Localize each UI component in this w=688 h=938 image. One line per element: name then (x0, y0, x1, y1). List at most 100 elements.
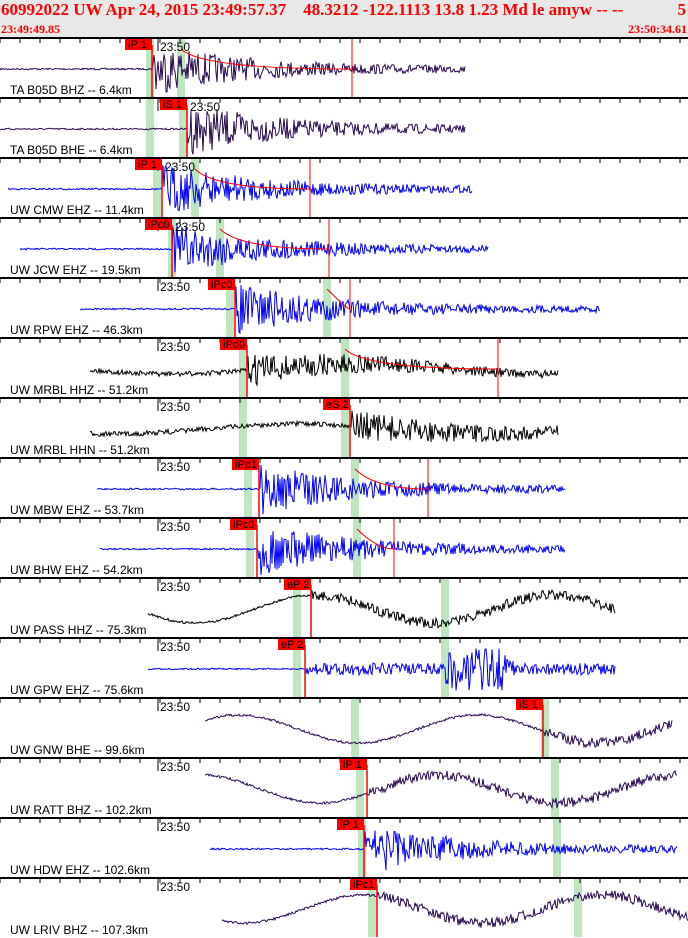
phase-window (146, 38, 154, 97)
coda-fit-curve (354, 468, 429, 490)
coda-fit-curve (344, 348, 499, 370)
pick-label: eP 2 (287, 579, 309, 591)
trace-row[interactable]: eP 2 23:50 UW GPW EHZ -- 75.6km (0, 637, 688, 697)
trace-row[interactable]: iP 1 23:50 UW RATT BHZ -- 102.2km (0, 757, 688, 817)
minute-label: 23:50 (175, 220, 205, 234)
pick-label: iP 1 (138, 159, 157, 171)
phase-window (239, 338, 247, 397)
minute-label: 23:50 (165, 160, 195, 174)
waveform (96, 465, 566, 515)
station-label: UW MBW EHZ -- 53.7km (10, 503, 144, 517)
phase-window (153, 158, 161, 217)
minute-label: 23:50 (160, 700, 190, 714)
pick-label: iP 1 (340, 819, 359, 831)
phase-window (356, 758, 364, 817)
phase-window (216, 218, 224, 277)
pick-label-box[interactable] (516, 699, 543, 710)
pick-label-box[interactable] (230, 519, 257, 530)
phase-window (351, 698, 359, 757)
phase-window (226, 278, 234, 337)
waveform (89, 410, 559, 443)
minute-label: 23:50 (160, 280, 190, 294)
pick-label-box[interactable] (145, 219, 172, 230)
phase-window (239, 398, 247, 457)
waveform (209, 830, 678, 871)
trace-row[interactable]: iP 1 23:50 UW HDW EHZ -- 102.6km (0, 817, 688, 877)
waveform (0, 51, 466, 93)
minute-label: 23:50 (160, 400, 190, 414)
waveform (7, 165, 473, 213)
pick-label: iPc0 (233, 519, 254, 531)
pick-label: iP 1 (128, 39, 147, 51)
minute-label: 23:50 (160, 760, 190, 774)
waveform (147, 589, 616, 629)
phase-window (358, 818, 366, 877)
pick-label: iS 1 (163, 99, 182, 111)
coda-fit-curve (180, 48, 353, 70)
pick-label-box[interactable] (323, 399, 350, 410)
pick-label-box[interactable] (232, 459, 259, 470)
waveform (205, 713, 673, 749)
pick-label-box[interactable] (160, 99, 187, 110)
trace-row[interactable]: iPc0 23:50 UW JCW EHZ -- 19.5km (0, 217, 688, 277)
trace-row[interactable]: iPc1 23:50 UW LRIV BHZ -- 107.3km (0, 877, 688, 937)
waveform (99, 531, 566, 575)
pick-label-box[interactable] (337, 819, 364, 830)
waveform (147, 648, 616, 691)
phase-window (244, 458, 252, 517)
phase-window (541, 698, 549, 757)
pick-label-box[interactable] (340, 759, 367, 770)
trace-count: 5 (677, 0, 687, 19)
trace-row[interactable]: iP 1 23:50 TA B05D BHZ -- 6.4km (0, 37, 688, 97)
pick-label-box[interactable] (220, 339, 247, 350)
pick-label: iPc0 (211, 279, 232, 291)
minute-label: 23:50 (160, 820, 190, 834)
minute-label: 23:50 (160, 40, 190, 54)
coda-fit-curve (194, 168, 311, 190)
phase-window (551, 758, 559, 817)
seismogram-panel[interactable]: iP 1 23:50 TA B05D BHZ -- 6.4km iS 1 23:50 TA… (0, 37, 688, 938)
pick-label: iP 1 (343, 759, 362, 771)
coda-fit-curve (356, 528, 395, 550)
phase-window (574, 878, 582, 937)
minute-label: 23:50 (160, 460, 190, 474)
trace-row[interactable]: iPd1 23:50 UW MBW EHZ -- 53.7km (0, 457, 688, 517)
pick-label-box[interactable] (135, 159, 162, 170)
trace-row[interactable]: eP 2 23:50 UW PASS HHZ -- 75.3km (0, 577, 688, 637)
event-header: 60992022 UW Apr 24, 2015 23:49:57.37 48.… (0, 0, 688, 37)
trace-row[interactable]: iS 1 23:50 UW GNW BHE -- 99.6km (0, 697, 688, 757)
minute-label: 23:50 (160, 580, 190, 594)
trace-row[interactable]: iS 1 23:50 TA B05D BHE -- 6.4km (0, 97, 688, 157)
pick-label-box[interactable] (125, 39, 152, 50)
station-label: UW PASS HHZ -- 75.3km (10, 623, 146, 637)
station-label: UW BHW EHZ -- 54.2km (10, 563, 143, 577)
waveform (19, 223, 489, 273)
phase-window (368, 878, 376, 937)
phase-window (191, 158, 199, 217)
station-label: UW HDW EHZ -- 102.6km (10, 863, 150, 877)
trace-row[interactable]: iP 1 23:50 UW CMW EHZ -- 11.4km (0, 157, 688, 217)
phase-window (146, 98, 154, 157)
event-title: 60992022 UW Apr 24, 2015 23:49:57.37 48.… (1, 0, 624, 19)
station-label: TA B05D BHE -- 6.4km (10, 143, 132, 157)
station-label: UW JCW EHZ -- 19.5km (10, 263, 141, 277)
minute-label: 23:50 (160, 340, 190, 354)
phase-window (246, 518, 254, 577)
phase-window (441, 578, 449, 637)
phase-window (341, 398, 349, 457)
pick-label-box[interactable] (284, 579, 311, 590)
pick-label: eP 2 (281, 639, 303, 651)
minute-label: 23:50 (160, 520, 190, 534)
station-label: UW RPW EHZ -- 46.3km (10, 323, 143, 337)
pick-label-box[interactable] (278, 639, 305, 650)
trace-row[interactable]: iPc0 23:50 UW RPW EHZ -- 46.3km (0, 277, 688, 337)
trace-row[interactable]: eS 2 23:50 UW MRBL HHN -- 51.2km (0, 397, 688, 457)
station-label: UW GPW EHZ -- 75.6km (10, 683, 143, 697)
waveform (79, 285, 601, 335)
trace-row[interactable]: iPc0 23:50 UW BHW EHZ -- 54.2km (0, 517, 688, 577)
coda-fit-curve (219, 228, 330, 250)
pick-label: iPc0 (148, 219, 169, 231)
pick-label-box[interactable] (350, 879, 377, 890)
pick-label-box[interactable] (208, 279, 235, 290)
trace-row[interactable]: iPd0 23:50 UW MRBL HHZ -- 51.2km (0, 337, 688, 397)
